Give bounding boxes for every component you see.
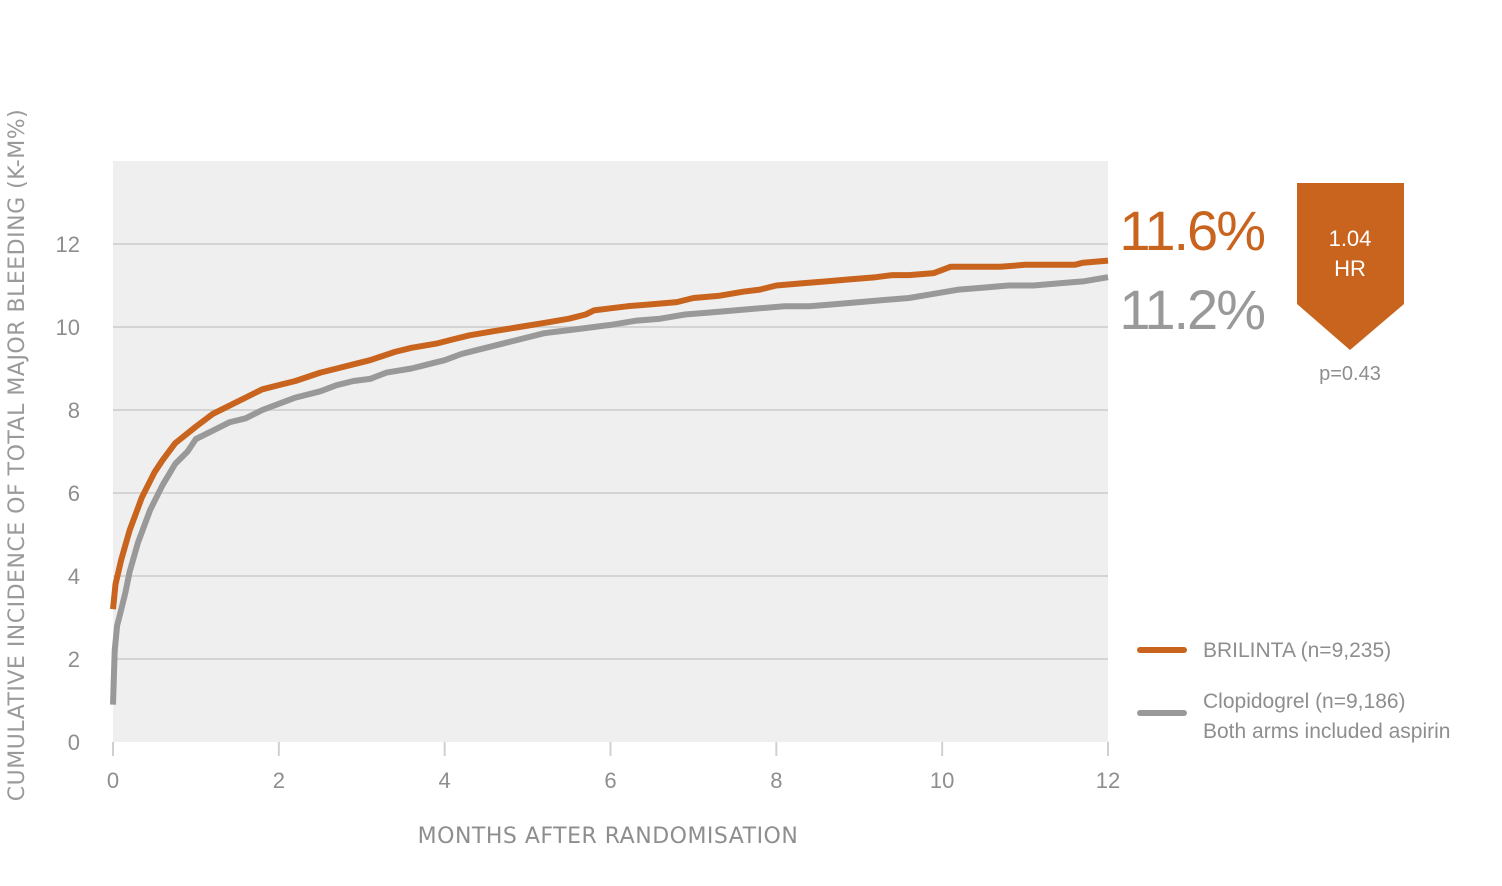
x-tick-label: 4 bbox=[439, 768, 451, 793]
legend: BRILINTA (n=9,235) Clopidogrel (n=9,186)… bbox=[1137, 639, 1450, 743]
legend-label-clopidogrel: Clopidogrel (n=9,186) bbox=[1203, 690, 1406, 713]
brilinta-end-value: 11.6% bbox=[1119, 199, 1264, 262]
hr-value: 1.04 bbox=[1329, 226, 1372, 251]
plot-area bbox=[113, 161, 1108, 742]
x-axis-ticks: 0 2 4 6 8 10 12 bbox=[107, 742, 1120, 793]
y-axis-title: CUMULATIVE INCIDENCE OF TOTAL MAJOR BLEE… bbox=[5, 109, 30, 801]
x-tick-label: 0 bbox=[107, 768, 119, 793]
x-tick-label: 2 bbox=[273, 768, 285, 793]
legend-note: Both arms included aspirin bbox=[1203, 720, 1450, 743]
x-tick-label: 6 bbox=[604, 768, 616, 793]
clopidogrel-end-value: 11.2% bbox=[1119, 278, 1264, 341]
hazard-ratio-badge: 1.04 HR bbox=[1297, 183, 1404, 350]
series-line-clopidogrel bbox=[110, 274, 1109, 705]
x-tick-label: 8 bbox=[770, 768, 782, 793]
x-tick-label: 12 bbox=[1096, 768, 1120, 793]
y-tick-label: 10 bbox=[56, 315, 80, 340]
y-tick-label: 4 bbox=[68, 564, 80, 589]
y-tick-label: 0 bbox=[68, 730, 80, 755]
y-axis-ticks: 0 2 4 6 8 10 12 bbox=[56, 232, 80, 755]
y-tick-label: 2 bbox=[68, 647, 80, 672]
x-axis-title: MONTHS AFTER RANDOMISATION bbox=[418, 824, 799, 849]
y-tick-label: 8 bbox=[68, 398, 80, 423]
p-value: p=0.43 bbox=[1319, 363, 1381, 385]
y-tick-label: 12 bbox=[56, 232, 80, 257]
legend-label-brilinta: BRILINTA (n=9,235) bbox=[1203, 639, 1391, 662]
y-tick-label: 6 bbox=[68, 481, 80, 506]
series-line-brilinta bbox=[110, 257, 1109, 610]
x-tick-label: 10 bbox=[930, 768, 954, 793]
hazard-ratio-arrow-icon bbox=[1297, 183, 1404, 350]
series-layer bbox=[110, 257, 1109, 705]
hr-label: HR bbox=[1334, 256, 1366, 281]
